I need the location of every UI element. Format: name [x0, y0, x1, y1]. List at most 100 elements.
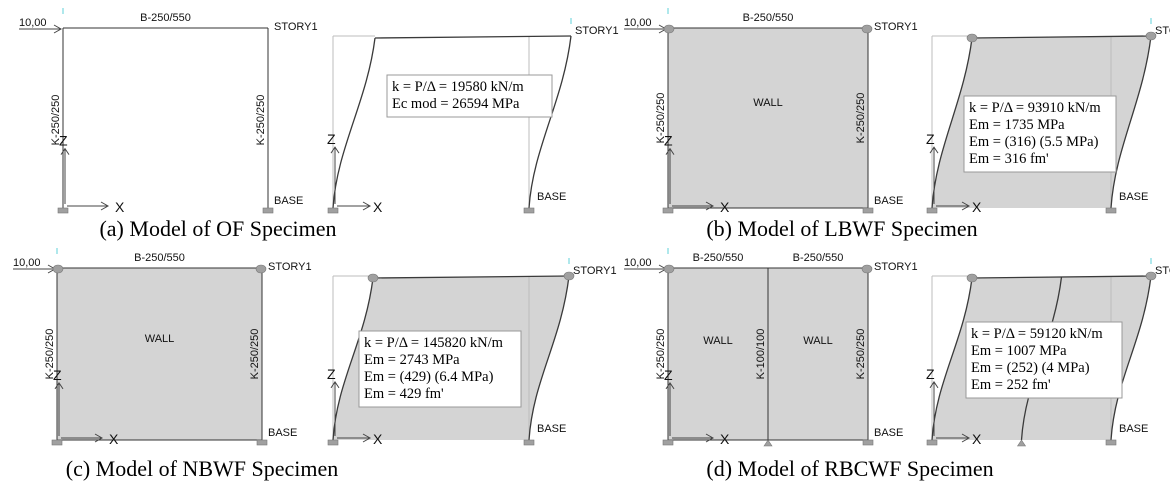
joint-node — [52, 264, 64, 274]
fixed-support — [926, 207, 938, 214]
annotation-line: k = P/Δ = 19580 kN/m — [392, 79, 524, 95]
fixed-support — [862, 439, 874, 446]
base-label: BASE — [874, 195, 903, 207]
column-label-right: K-250/250 — [255, 95, 267, 146]
annotation-line: Em = 429 fm' — [364, 386, 444, 402]
base-label: BASE — [268, 427, 297, 439]
x-axis-label: X — [720, 199, 730, 215]
z-axis-label: Z — [327, 366, 336, 382]
story-label: STORY1 — [268, 261, 312, 273]
fixed-support — [57, 207, 69, 214]
fixed-support — [862, 207, 874, 214]
wall-label-right: WALL — [803, 335, 833, 347]
x-axis-arrowhead — [705, 433, 715, 443]
x-axis-label: X — [972, 199, 982, 215]
joint-node — [861, 24, 873, 34]
annotation-line: Em = 2743 MPa — [364, 352, 460, 368]
annotation-line: Em = (429) (6.4 MPa) — [364, 369, 494, 385]
panel-c: 10,00 B-250/550 STORY1 BASE K-250/250 K-250/2… — [13, 248, 617, 481]
joint-node — [1145, 31, 1157, 41]
x-axis-label: X — [109, 431, 119, 447]
z-axis-arrowhead — [330, 146, 340, 154]
deformed-view: STORY1 BASE Z Xk = P/Δ = 145820 kN/mEm = 27… — [327, 258, 617, 447]
z-axis-arrowhead — [929, 380, 939, 389]
annotation-line: k = P/Δ = 145820 kN/m — [364, 335, 504, 351]
x-axis-label: X — [972, 431, 982, 447]
level-arrowhead — [53, 24, 63, 34]
joint-node — [966, 273, 978, 283]
joint-node — [367, 273, 379, 283]
deflected-column-right — [528, 35, 572, 209]
column-label-right: K-250/250 — [855, 329, 867, 380]
column-label-left: K-250/250 — [655, 329, 667, 380]
fixed-support — [256, 439, 268, 446]
fixed-support — [262, 207, 274, 214]
annotation-box — [386, 74, 553, 118]
model-view: 10,00 B-250/550 STORY1 BASE K-250/250 K-250/2… — [624, 8, 918, 215]
caption: (b) Model of LBWF Specimen — [706, 216, 977, 241]
fixed-support — [327, 207, 339, 214]
beam-label-right: B-250/550 — [793, 252, 844, 264]
deflected-column-right — [1110, 35, 1152, 209]
annotation-line: Em = 1735 MPa — [969, 117, 1065, 133]
deflected-column-right — [528, 275, 570, 441]
wall-label: WALL — [145, 333, 175, 345]
x-axis-arrowhead — [362, 433, 372, 443]
model-view: 10,00 B-250/550 STORY1 BASE K-250/250 K-250/2… — [19, 8, 318, 215]
deformed-view: STORY1 BASE Z Xk = P/Δ = 59120 kN/mEm = 100… — [926, 258, 1170, 447]
column-label-left: K-250/250 — [50, 95, 62, 146]
z-axis-arrowhead — [330, 380, 340, 389]
deflected-column-left — [332, 37, 376, 209]
story-label: STORY1 — [575, 25, 619, 37]
pin-support — [763, 439, 773, 447]
deflected-beam — [374, 35, 572, 39]
annotation-line: Em = 1007 MPa — [971, 343, 1067, 359]
fixed-support — [327, 439, 339, 446]
wall-panel — [56, 267, 263, 441]
deflected-column-right — [1110, 275, 1152, 441]
z-axis-label: Z — [926, 366, 935, 382]
level-label: 10,00 — [624, 257, 652, 269]
column-label-right: K-250/250 — [249, 329, 261, 380]
annotation-line: Em = 252 fm' — [971, 377, 1051, 393]
story-label: STORY1 — [274, 21, 318, 33]
wall-label-left: WALL — [703, 335, 733, 347]
annotation-box — [963, 95, 1117, 173]
panel-d: 10,00 B-250/550 B-250/550 STORY1 BASE K-250/2… — [624, 248, 1170, 481]
base-label: BASE — [1119, 191, 1148, 203]
beam-label: B-250/550 — [134, 252, 185, 264]
deformed-view: STORY1 BASE Z Xk = P/Δ = 19580 kN/mEc mod =… — [327, 18, 619, 215]
joint-node — [966, 33, 978, 43]
deflected-beam — [372, 275, 570, 279]
annotation-line: Em = (316) (5.5 MPa) — [969, 134, 1099, 150]
beam-label: B-250/550 — [743, 12, 794, 24]
z-axis-arrowhead — [665, 147, 675, 155]
annotation-line: k = P/Δ = 93910 kN/m — [969, 100, 1101, 116]
beam-label: B-250/550 — [140, 12, 191, 24]
base-label: BASE — [537, 423, 566, 435]
level-label: 10,00 — [19, 17, 47, 29]
annotation-line: Em = (252) (4 MPa) — [971, 360, 1090, 376]
caption: (a) Model of OF Specimen — [99, 216, 336, 241]
deflected-beam — [971, 35, 1152, 39]
fixed-support — [662, 207, 674, 214]
fixed-support — [1105, 207, 1117, 214]
base-label: BASE — [874, 427, 903, 439]
fixed-support — [926, 439, 938, 446]
z-axis-arrowhead — [665, 381, 675, 390]
x-axis-label: X — [373, 199, 383, 215]
story-label: STORY1 — [573, 265, 617, 277]
story-label: STORY1 — [1155, 25, 1170, 37]
x-axis-arrowhead — [705, 201, 715, 211]
caption: (d) Model of RBCWF Specimen — [706, 456, 993, 481]
annotation-line: Ec mod = 26594 MPa — [392, 96, 520, 112]
panel-b: 10,00 B-250/550 STORY1 BASE K-250/250 K-250/2… — [624, 8, 1170, 241]
wall-panel — [667, 27, 869, 209]
x-axis-label: X — [373, 431, 383, 447]
annotation-box — [965, 321, 1123, 399]
x-axis-label: X — [720, 431, 730, 447]
base-label: BASE — [274, 195, 303, 207]
annotation-line: k = P/Δ = 59120 kN/m — [971, 326, 1103, 342]
joint-node — [663, 264, 675, 274]
